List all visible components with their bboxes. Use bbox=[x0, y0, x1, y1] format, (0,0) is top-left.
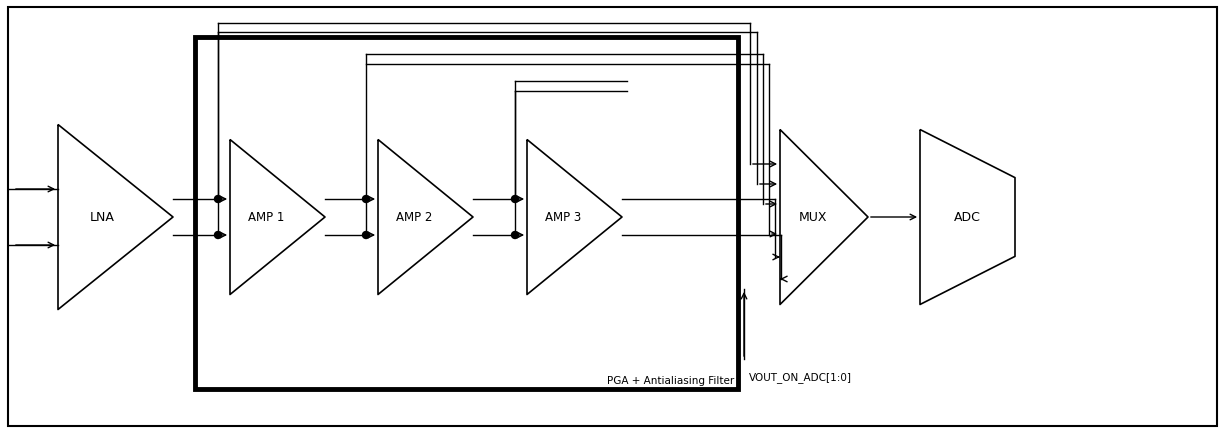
Text: AMP 2: AMP 2 bbox=[396, 211, 432, 224]
Circle shape bbox=[512, 196, 518, 203]
Text: PGA + Antialiasing Filter: PGA + Antialiasing Filter bbox=[606, 375, 734, 385]
Circle shape bbox=[363, 196, 370, 203]
Text: ADC: ADC bbox=[954, 211, 981, 224]
Circle shape bbox=[512, 232, 518, 239]
Text: LNA: LNA bbox=[89, 211, 114, 224]
Circle shape bbox=[363, 232, 370, 239]
Text: VOUT_ON_ADC[1:0]: VOUT_ON_ADC[1:0] bbox=[748, 371, 853, 382]
Circle shape bbox=[214, 232, 222, 239]
Circle shape bbox=[214, 196, 222, 203]
Text: AMP 1: AMP 1 bbox=[247, 211, 284, 224]
Text: MUX: MUX bbox=[799, 211, 828, 224]
Text: AMP 3: AMP 3 bbox=[545, 211, 581, 224]
